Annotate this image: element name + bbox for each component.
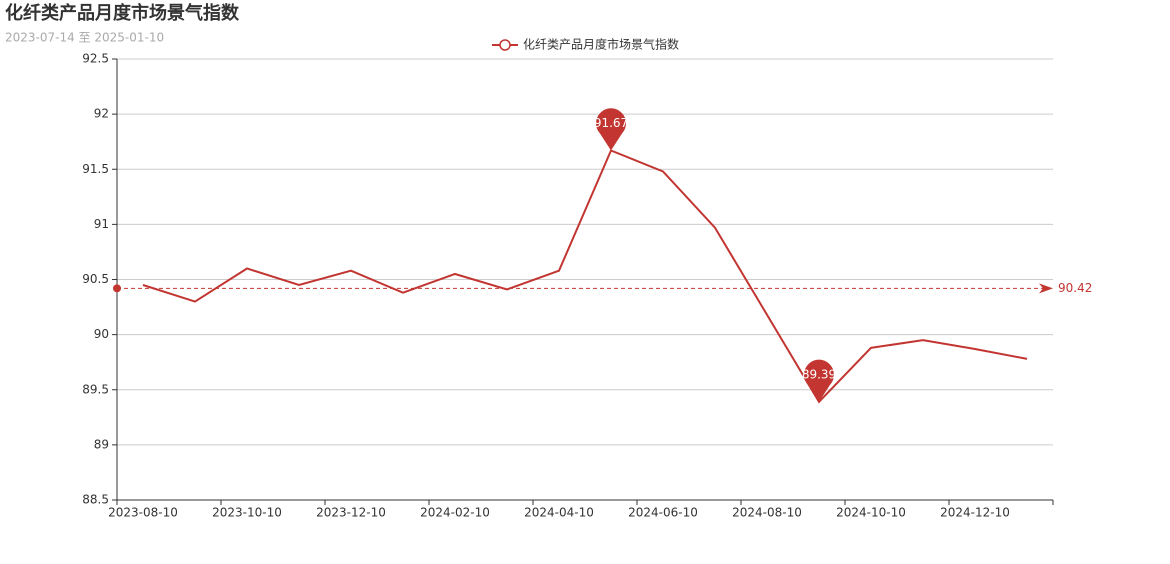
y-tick-label: 88.5 [82,493,109,507]
y-tick-label: 91 [94,217,109,231]
legend-icon [499,39,511,51]
y-tick-label: 90 [94,327,109,341]
y-tick-label: 89 [94,437,109,451]
pin-label: 89.39 [802,367,836,381]
x-tick-label: 2024-08-10 [732,506,802,520]
average-start [113,284,121,293]
x-tick-label: 2024-02-10 [420,506,490,520]
chart-title: 化纤类产品月度市场景气指数 [5,2,240,24]
x-tick-label: 2024-04-10 [524,506,594,520]
y-tick-label: 92 [94,107,109,121]
pin [804,359,835,402]
x-tick-label: 2024-10-10 [836,506,906,520]
pin-label: 91.67 [594,116,628,130]
x-tick-label: 2024-12-10 [940,506,1010,520]
legend-label: 化纤类产品月度市场景气指数 [523,37,679,52]
chart-subtitle: 2023-07-14 至 2025-01-10 [5,31,164,45]
y-tick-label: 91.5 [82,162,109,176]
x-tick-label: 2023-12-10 [316,506,386,520]
x-tick-label: 2023-08-10 [108,506,178,520]
y-tick-label: 92.5 [82,52,109,66]
average-label: 90.42 [1058,281,1092,295]
series-line [142,149,1028,404]
x-tick-label: 2023-10-10 [212,506,282,520]
average-arrow [1039,283,1053,294]
y-tick-label: 89.5 [82,382,109,396]
x-tick-label: 2024-06-10 [628,506,698,520]
y-tick-label: 90.5 [82,272,109,286]
pin [596,108,626,151]
